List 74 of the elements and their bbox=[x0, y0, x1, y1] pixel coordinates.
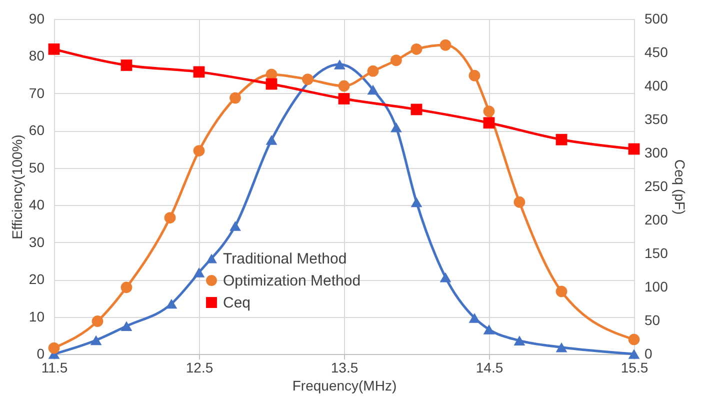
point bbox=[390, 54, 402, 66]
point bbox=[556, 286, 568, 298]
y-tick-label: 40 bbox=[28, 196, 45, 213]
point bbox=[468, 70, 480, 82]
point bbox=[410, 104, 422, 116]
point bbox=[390, 122, 402, 132]
point bbox=[628, 143, 640, 155]
x-axis-title: Frequency(MHz) bbox=[292, 378, 397, 394]
y-axis-title: Efficiency(100%) bbox=[8, 134, 25, 240]
y-tick-label: 80 bbox=[28, 48, 45, 64]
point bbox=[628, 334, 640, 346]
y2-tick-label: 500 bbox=[644, 10, 668, 26]
y2-tick-label: 300 bbox=[644, 144, 668, 160]
y2-tick-label: 350 bbox=[644, 111, 668, 127]
x-tick-label: 12.5 bbox=[186, 360, 214, 376]
point bbox=[193, 66, 205, 78]
point bbox=[410, 197, 422, 208]
y2-tick-label: 450 bbox=[644, 44, 668, 60]
point bbox=[556, 342, 568, 352]
point bbox=[120, 282, 132, 294]
point bbox=[338, 93, 350, 104]
point bbox=[440, 272, 452, 282]
point bbox=[230, 221, 241, 231]
point bbox=[230, 92, 241, 104]
point bbox=[334, 59, 346, 70]
point bbox=[483, 324, 495, 334]
y2-tick-label: 400 bbox=[644, 78, 668, 94]
point bbox=[193, 145, 205, 156]
x-tick-label: 15.5 bbox=[620, 360, 648, 376]
x-tick-label: 11.5 bbox=[41, 360, 68, 376]
point bbox=[48, 342, 60, 354]
point bbox=[410, 43, 422, 55]
y-tick-label: 20 bbox=[28, 271, 45, 288]
point bbox=[514, 336, 526, 346]
point bbox=[120, 321, 132, 332]
point bbox=[468, 312, 480, 323]
point bbox=[164, 212, 176, 224]
point bbox=[556, 134, 568, 146]
point bbox=[92, 316, 104, 327]
legend-label: Optimization Method bbox=[223, 272, 361, 290]
point bbox=[302, 74, 314, 85]
x-tick-label: 13.5 bbox=[330, 360, 358, 376]
y-tick-label: 90 bbox=[28, 10, 45, 26]
point bbox=[440, 39, 452, 51]
x-tick-label: 14.5 bbox=[476, 360, 504, 376]
point bbox=[514, 196, 526, 208]
point bbox=[266, 135, 278, 145]
point bbox=[193, 268, 205, 278]
y-tick-label: 10 bbox=[28, 308, 45, 324]
legend-label: Ceq bbox=[223, 294, 251, 312]
y-tick-label: 0 bbox=[36, 346, 45, 362]
y-tick-label: 50 bbox=[28, 159, 45, 176]
point bbox=[266, 78, 278, 90]
y-tick-label: 60 bbox=[28, 122, 45, 138]
point bbox=[367, 84, 379, 95]
point bbox=[483, 117, 495, 129]
y2-tick-label: 250 bbox=[644, 178, 668, 194]
point bbox=[367, 65, 379, 77]
point bbox=[166, 298, 178, 309]
point bbox=[483, 106, 495, 117]
point bbox=[90, 335, 102, 346]
point bbox=[48, 43, 60, 55]
y2-tick-label: 150 bbox=[644, 245, 668, 261]
y2-tick-label: 0 bbox=[644, 346, 652, 362]
y2-tick-label: 50 bbox=[644, 312, 660, 328]
point bbox=[628, 349, 640, 359]
y-tick-label: 30 bbox=[28, 234, 45, 250]
y2-axis-title: Ceq (pF) bbox=[672, 159, 688, 215]
y-tick-label: 70 bbox=[28, 84, 45, 101]
legend-label: Traditional Method bbox=[223, 250, 347, 268]
point bbox=[338, 80, 350, 92]
y2-tick-label: 100 bbox=[644, 278, 668, 294]
y2-tick-label: 200 bbox=[644, 212, 668, 228]
point bbox=[120, 60, 132, 71]
